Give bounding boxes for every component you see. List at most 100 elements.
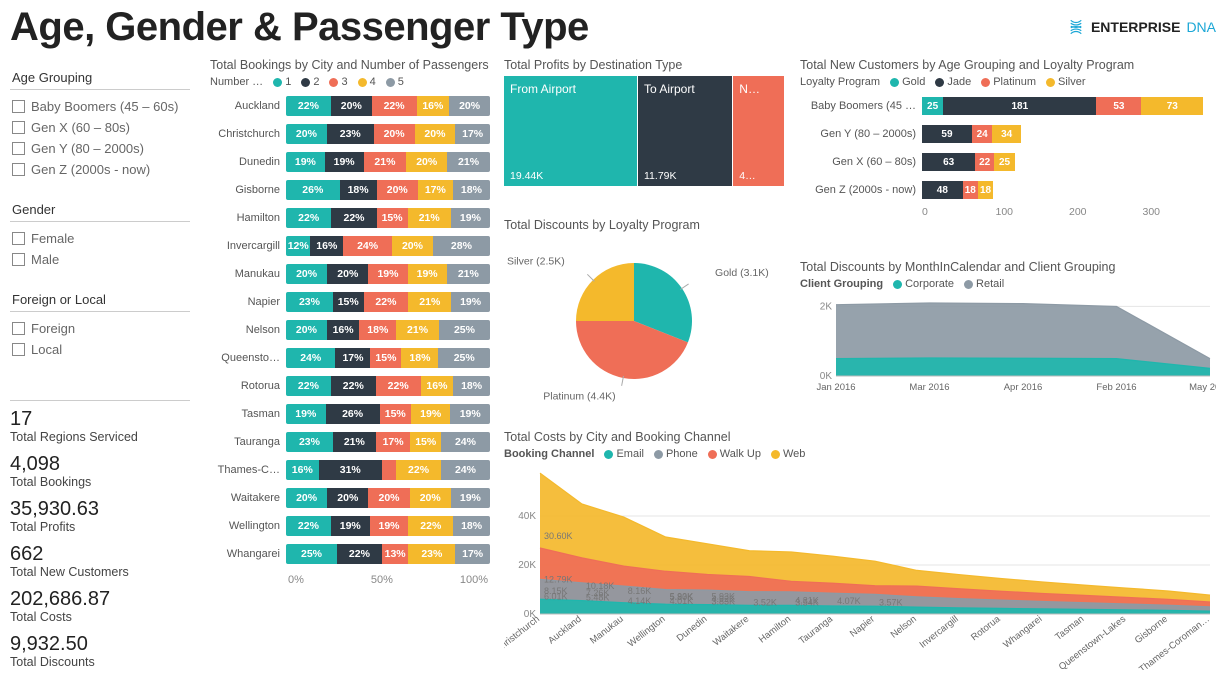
- checkbox-icon[interactable]: [12, 253, 25, 266]
- bar-segment[interactable]: 18%: [453, 180, 490, 200]
- bar-segment[interactable]: 12%: [286, 236, 310, 256]
- legend-item[interactable]: Silver: [1046, 76, 1086, 88]
- bar-segment[interactable]: 22%: [331, 376, 376, 396]
- bar-segment[interactable]: 20%: [327, 488, 368, 508]
- bar-segment[interactable]: 18%: [453, 376, 490, 396]
- bar-segment[interactable]: 24%: [441, 432, 490, 452]
- bar-segment[interactable]: 19%: [286, 404, 326, 424]
- bar-segment[interactable]: 17%: [335, 348, 370, 368]
- bar-segment[interactable]: 18%: [340, 180, 377, 200]
- bar-segment[interactable]: 22%: [286, 376, 331, 396]
- bar-segment[interactable]: 22%: [286, 208, 331, 228]
- bar-segment[interactable]: 19%: [450, 404, 490, 424]
- legend-item[interactable]: Corporate: [893, 278, 954, 290]
- bar-segment[interactable]: 20%: [377, 180, 418, 200]
- bar-segment[interactable]: 20%: [286, 488, 327, 508]
- bar-segment[interactable]: 17%: [376, 432, 411, 452]
- newcust-row[interactable]: Gen Y (80 – 2000s)592434: [800, 122, 1216, 146]
- bar-segment[interactable]: 19%: [411, 404, 451, 424]
- bar-segment[interactable]: 22: [975, 153, 994, 171]
- city-row[interactable]: Wellington22%19%19%22%18%: [210, 514, 490, 538]
- bar-segment[interactable]: 59: [922, 125, 972, 143]
- city-row[interactable]: Manukau20%20%19%19%21%: [210, 262, 490, 286]
- bar-segment[interactable]: 19%: [451, 488, 490, 508]
- bar-segment[interactable]: 16%: [310, 236, 343, 256]
- legend-item[interactable]: Email: [604, 448, 644, 460]
- bar-segment[interactable]: 19%: [286, 152, 325, 172]
- bar-segment[interactable]: 25: [922, 97, 943, 115]
- bar-segment[interactable]: 17%: [455, 544, 490, 564]
- bar-segment[interactable]: 63: [922, 153, 975, 171]
- filter-option[interactable]: Male: [10, 249, 190, 270]
- bar-segment[interactable]: 20%: [327, 264, 368, 284]
- bar-segment[interactable]: 20%: [392, 236, 433, 256]
- filter-option[interactable]: Foreign: [10, 318, 190, 339]
- bar-segment[interactable]: 48: [922, 181, 963, 199]
- bar-segment[interactable]: 15%: [380, 404, 411, 424]
- bar-segment[interactable]: 18%: [401, 348, 438, 368]
- bar-segment[interactable]: 20%: [286, 320, 327, 340]
- filter-option[interactable]: Baby Boomers (45 – 60s): [10, 96, 190, 117]
- bar-segment[interactable]: 22%: [364, 292, 409, 312]
- bar-segment[interactable]: 21%: [364, 152, 407, 172]
- checkbox-icon[interactable]: [12, 343, 25, 356]
- bar-segment[interactable]: 20%: [331, 96, 372, 116]
- bar-segment[interactable]: 19%: [368, 264, 407, 284]
- bar-segment[interactable]: 25: [994, 153, 1015, 171]
- bar-segment[interactable]: 20%: [286, 264, 327, 284]
- bar-segment[interactable]: 25%: [286, 544, 337, 564]
- bar-segment[interactable]: 25%: [438, 348, 490, 368]
- bar-segment[interactable]: 20%: [449, 96, 490, 116]
- bar-segment[interactable]: 21%: [408, 292, 451, 312]
- checkbox-icon[interactable]: [12, 322, 25, 335]
- bar-segment[interactable]: 20%: [286, 124, 327, 144]
- bar-segment[interactable]: 24%: [286, 348, 335, 368]
- checkbox-icon[interactable]: [12, 100, 25, 113]
- bar-segment[interactable]: 19%: [331, 516, 370, 536]
- bar-segment[interactable]: 16%: [417, 96, 450, 116]
- bar-segment[interactable]: 20%: [374, 124, 415, 144]
- city-row[interactable]: Hamilton22%22%15%21%19%: [210, 206, 490, 230]
- bar-segment[interactable]: 19%: [370, 516, 409, 536]
- bar-segment[interactable]: 22%: [408, 516, 453, 536]
- bar-segment[interactable]: 24%: [441, 460, 490, 480]
- legend-item[interactable]: Gold: [890, 76, 925, 88]
- bar-segment[interactable]: 22%: [396, 460, 441, 480]
- bar-segment[interactable]: 16%: [286, 460, 319, 480]
- bar-segment[interactable]: 16%: [421, 376, 454, 396]
- bar-segment[interactable]: 15%: [370, 348, 401, 368]
- bar-segment[interactable]: 19%: [325, 152, 364, 172]
- treemap-cell[interactable]: N…4…: [733, 76, 784, 186]
- bar-segment[interactable]: 24: [972, 125, 992, 143]
- bar-segment[interactable]: 17%: [418, 180, 453, 200]
- checkbox-icon[interactable]: [12, 163, 25, 176]
- bar-segment[interactable]: 31%: [319, 460, 382, 480]
- bar-segment[interactable]: [382, 460, 396, 480]
- checkbox-icon[interactable]: [12, 232, 25, 245]
- newcust-row[interactable]: Gen Z (2000s - now)481818: [800, 178, 1216, 202]
- bar-segment[interactable]: 15%: [333, 292, 364, 312]
- bar-segment[interactable]: 15%: [377, 208, 408, 228]
- pie-slice[interactable]: [576, 263, 634, 321]
- city-row[interactable]: Invercargill12%16%24%20%28%: [210, 234, 490, 258]
- bar-segment[interactable]: 23%: [408, 544, 455, 564]
- bar-segment[interactable]: 181: [943, 97, 1096, 115]
- legend-item[interactable]: Walk Up: [708, 448, 761, 460]
- bar-segment[interactable]: 23%: [286, 432, 333, 452]
- bar-segment[interactable]: 23%: [327, 124, 374, 144]
- city-row[interactable]: Auckland22%20%22%16%20%: [210, 94, 490, 118]
- legend-item[interactable]: 1: [273, 76, 291, 88]
- bar-segment[interactable]: 18: [963, 181, 978, 199]
- city-row[interactable]: Whangarei25%22%13%23%17%: [210, 542, 490, 566]
- bar-segment[interactable]: 22%: [331, 208, 376, 228]
- city-row[interactable]: Rotorua22%22%22%16%18%: [210, 374, 490, 398]
- checkbox-icon[interactable]: [12, 142, 25, 155]
- bar-segment[interactable]: 53: [1096, 97, 1141, 115]
- legend-item[interactable]: 5: [386, 76, 404, 88]
- bar-segment[interactable]: 18: [978, 181, 993, 199]
- bar-segment[interactable]: 21%: [408, 208, 451, 228]
- bar-segment[interactable]: 21%: [447, 264, 490, 284]
- bar-segment[interactable]: 22%: [337, 544, 382, 564]
- treemap-cell[interactable]: From Airport19.44K: [504, 76, 637, 186]
- city-row[interactable]: Dunedin19%19%21%20%21%: [210, 150, 490, 174]
